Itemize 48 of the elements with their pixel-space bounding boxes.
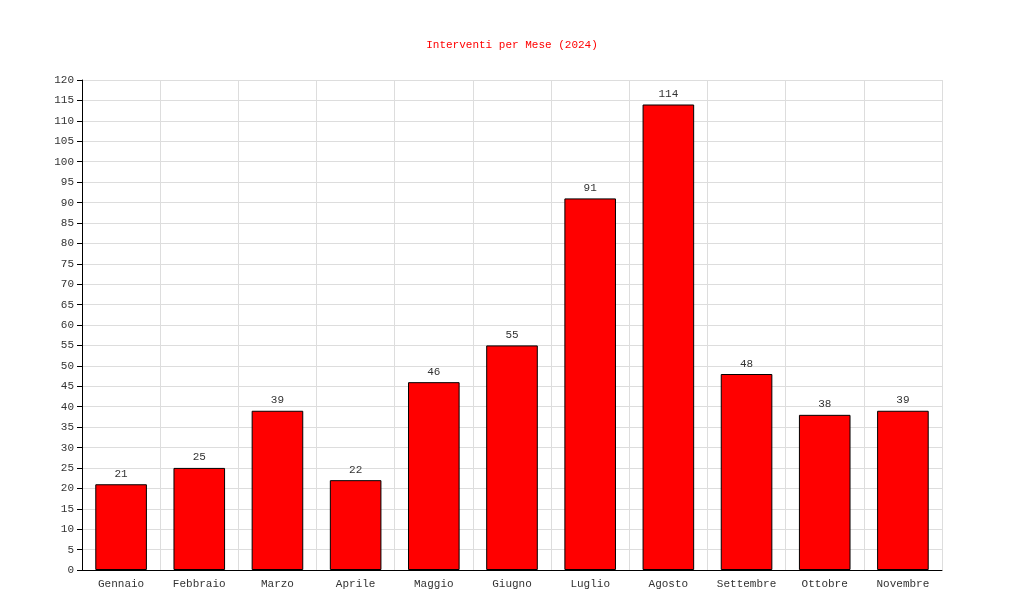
x-tick-label: Febbraio: [172, 577, 226, 590]
data-label: 39: [270, 394, 285, 407]
y-tick-label: 15: [60, 502, 74, 515]
data-label: 38: [818, 398, 832, 411]
y-tick-label: 95: [60, 176, 74, 189]
y-tick-label: 25: [60, 461, 74, 474]
y-tick-label: 5: [67, 543, 74, 556]
y-tick-label: 40: [60, 400, 74, 413]
y-tick-label: 115: [54, 94, 74, 107]
y-tick-label: 45: [60, 380, 74, 393]
x-tick-label: Novembre: [876, 577, 930, 590]
y-tick-label: 50: [60, 359, 74, 372]
y-tick-label: 120: [54, 74, 74, 86]
x-tick-label: Marzo: [260, 577, 294, 590]
x-tick-label: Agosto: [648, 577, 689, 590]
y-tick-label: 60: [60, 319, 74, 331]
y-tick-label: 10: [60, 523, 74, 536]
data-label: 91: [583, 181, 598, 194]
y-tick-label: 105: [54, 135, 74, 148]
data-label: 114: [658, 88, 679, 100]
y-tick-label: 55: [60, 339, 74, 352]
y-tick-label: 70: [60, 278, 74, 291]
x-tick-label: Gennaio: [97, 577, 145, 590]
y-tick-label: 65: [60, 298, 74, 311]
data-label: 39: [896, 394, 910, 407]
x-tick-label: Ottobre: [801, 577, 848, 590]
data-label: 21: [114, 467, 129, 480]
y-tick-label: 110: [54, 114, 74, 127]
y-tick-label: 80: [60, 237, 74, 250]
data-label: 55: [505, 328, 519, 341]
x-tick-label: Aprile: [335, 577, 376, 590]
x-tick-label: Settembre: [716, 577, 777, 590]
y-tick-label: 90: [60, 196, 74, 209]
x-tick-label: Maggio: [414, 577, 454, 590]
data-label: 22: [349, 463, 363, 476]
y-tick-label: 85: [60, 216, 74, 229]
x-tick-label: Giugno: [492, 577, 532, 590]
data-label: 48: [739, 357, 754, 370]
y-tick-label: 100: [54, 155, 74, 168]
y-tick-label: 75: [60, 257, 74, 270]
y-tick-label: 0: [67, 564, 74, 576]
y-tick-label: 20: [60, 482, 74, 495]
chart-title: Interventi per Mese (2024): [426, 38, 598, 51]
data-label: 25: [192, 451, 206, 464]
data-label: 46: [427, 365, 441, 378]
x-tick-label: Luglio: [570, 577, 610, 590]
y-tick-label: 35: [60, 421, 74, 434]
y-tick-label: 30: [60, 441, 74, 454]
